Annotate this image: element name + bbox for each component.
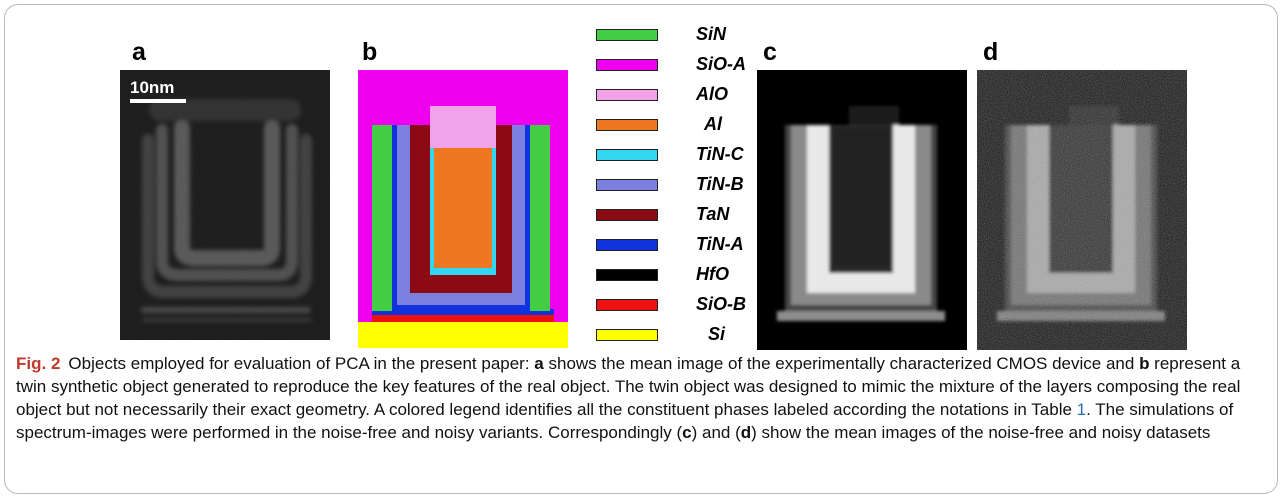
legend-item: TiN-C (596, 144, 796, 166)
panel-b-synthetic-object (358, 70, 568, 348)
legend-label: TaN (696, 204, 730, 224)
legend-swatch (596, 149, 658, 161)
legend-label: Al (704, 114, 722, 134)
legend-swatch (596, 29, 658, 41)
legend-swatch (596, 119, 658, 131)
panel-label-a: a (132, 38, 146, 66)
caption-ref-c: c (682, 423, 692, 442)
panel-d-noisy-image (977, 70, 1187, 350)
legend-swatch (596, 59, 658, 71)
caption-ref-d: d (740, 423, 752, 442)
legend-item: Al (596, 114, 796, 136)
caption-text: represent a twin synthetic object genera… (16, 354, 1241, 419)
panel-label-d: d (983, 38, 999, 66)
legend-swatch (596, 209, 658, 221)
legend-label: SiN (696, 24, 727, 44)
legend-label: TiN-B (696, 174, 744, 194)
legend-label: SiO-A (696, 54, 747, 74)
legend-item: SiN (596, 24, 796, 46)
panel-c-noise-free-image (757, 70, 967, 350)
legend-swatch (596, 239, 658, 251)
legend-swatch (596, 89, 658, 101)
panel-label-c: c (763, 38, 777, 66)
scalebar-label: 10nm (130, 78, 175, 97)
caption-text: ) show the mean images of the noise-free… (751, 423, 1211, 442)
legend-item: AlO (596, 84, 796, 106)
figure-caption: Fig. 2 Objects employed for evaluation of… (16, 352, 1266, 444)
legend-label: Si (708, 324, 726, 344)
legend-item: HfO (596, 264, 796, 286)
legend-label: TiN-A (696, 234, 744, 254)
legend-label: TiN-C (696, 144, 744, 164)
caption-text: ) and ( (691, 423, 741, 442)
legend-item: SiO-A (596, 54, 796, 76)
table-link[interactable]: 1 (1076, 400, 1087, 419)
figure-frame (4, 4, 1278, 494)
phase-legend: SiN SiO-A AlO Al TiN-C TiN-B TaN TiN-A H… (596, 24, 796, 348)
caption-text: . The simulations of spectrum-images wer… (16, 400, 1234, 442)
legend-label: SiO-B (696, 294, 747, 314)
figure-number: Fig. 2 (16, 354, 61, 373)
caption-text: Objects employed for evaluation of PCA i… (68, 354, 535, 373)
legend-item: TiN-A (596, 234, 796, 256)
caption-ref-b: b (1139, 354, 1150, 373)
panel-label-b: b (362, 38, 378, 66)
legend-swatch (596, 179, 658, 191)
caption-text: shows the mean image of the experimental… (543, 354, 1140, 373)
panel-a-experimental-image: 10nm (120, 70, 330, 340)
legend-swatch (596, 329, 658, 341)
legend-swatch (596, 269, 658, 281)
legend-item: TiN-B (596, 174, 796, 196)
legend-item: Si (596, 324, 796, 346)
legend-swatch (596, 299, 658, 311)
legend-label: HfO (696, 264, 729, 284)
legend-label: AlO (696, 84, 729, 104)
legend-item: TaN (596, 204, 796, 226)
caption-ref-a: a (534, 354, 544, 373)
legend-item: SiO-B (596, 294, 796, 316)
